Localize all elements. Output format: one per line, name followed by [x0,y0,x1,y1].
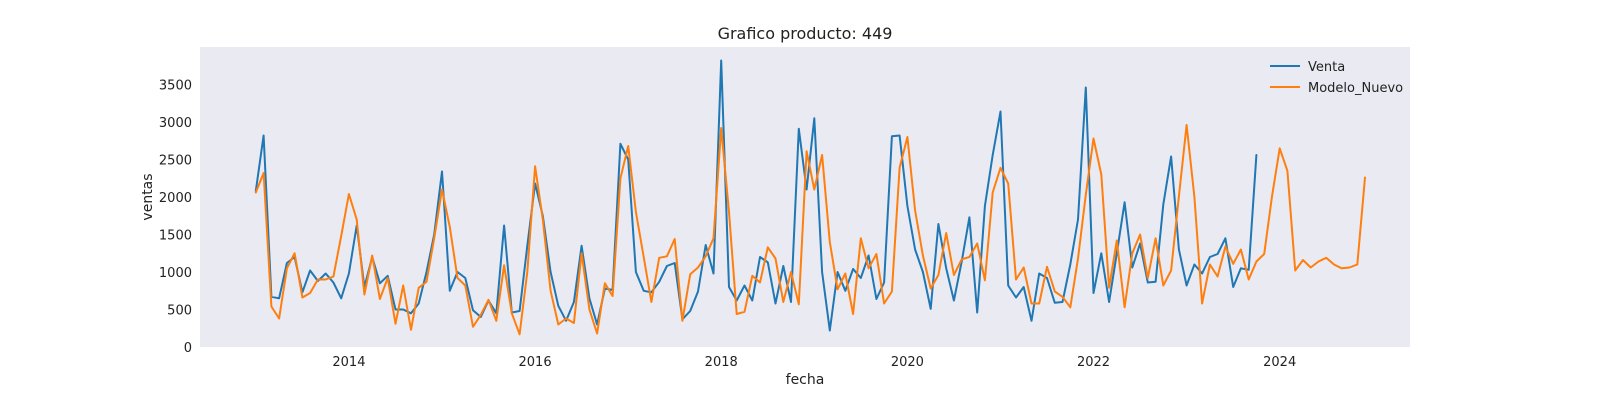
x-axis-label: fecha [786,372,825,388]
y-tick-label: 3000 [159,116,192,131]
chart-title: Grafico producto: 449 [718,24,893,43]
y-tick-label: 0 [184,341,192,356]
y-axis: 0 500 1000 1500 2000 2500 3000 3500 [159,79,192,357]
legend: Venta Modelo_Nuevo [1270,60,1403,96]
legend-label-venta: Venta [1308,60,1345,75]
x-tick-label: 2018 [705,355,738,370]
x-axis: 2014 2016 2018 2020 2022 2024 [332,355,1296,370]
x-tick-label: 2020 [891,355,924,370]
x-tick-label: 2014 [332,355,365,370]
x-tick-label: 2024 [1263,355,1296,370]
series-line-modelo-nuevo [254,124,1366,336]
y-tick-label: 2000 [159,191,192,206]
legend-label-modelo-nuevo: Modelo_Nuevo [1308,81,1403,96]
y-axis-label: ventas [140,173,156,220]
x-tick-label: 2022 [1077,355,1110,370]
y-tick-label: 1000 [159,266,192,281]
x-tick-label: 2016 [519,355,552,370]
y-tick-label: 500 [167,304,192,319]
y-tick-label: 3500 [159,79,192,94]
y-tick-label: 1500 [159,229,192,244]
y-tick-label: 2500 [159,154,192,169]
series-layer [254,59,1366,336]
